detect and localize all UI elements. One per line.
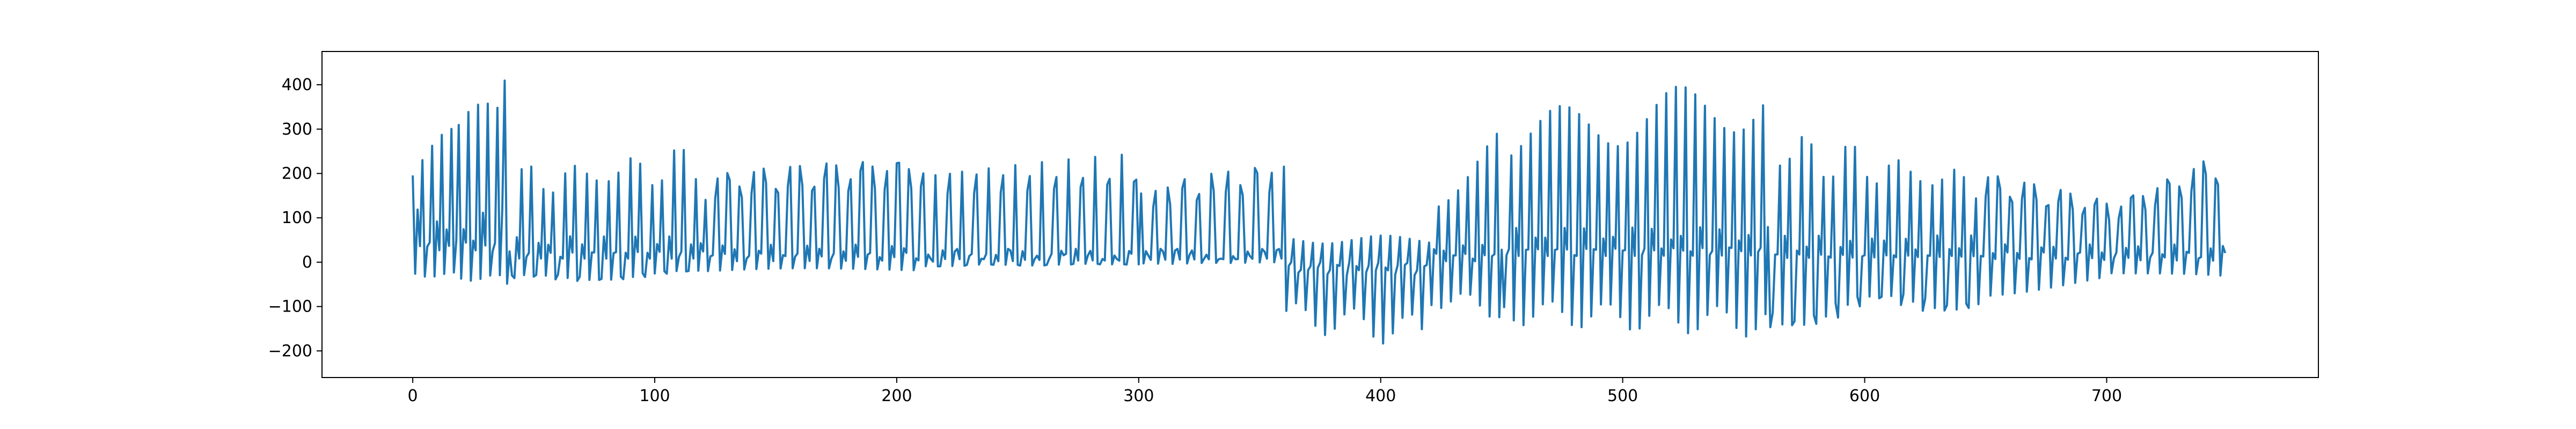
y-axis: −200 −100 0 100 200 300 400 — [268, 76, 322, 360]
x-tick-label: 400 — [1365, 387, 1396, 405]
y-tick-label: 400 — [282, 76, 312, 94]
x-tick-label: 0 — [408, 387, 418, 405]
x-tick-label: 500 — [1607, 387, 1638, 405]
series-line — [412, 79, 2227, 345]
x-tick-label: 600 — [1849, 387, 1880, 405]
y-tick-label: 200 — [282, 164, 312, 183]
y-tick-label: 0 — [302, 253, 312, 272]
plot-area — [322, 51, 2318, 378]
x-tick-label: 700 — [2091, 387, 2122, 405]
x-axis: 0 100 200 300 400 500 600 700 — [408, 378, 2122, 405]
x-tick-label: 200 — [881, 387, 912, 405]
plot-frame — [321, 51, 2319, 378]
y-tick-label: −200 — [268, 342, 312, 360]
y-tick-label: 100 — [282, 209, 312, 227]
series-layer — [412, 79, 2227, 345]
x-tick-label: 100 — [639, 387, 670, 405]
x-tick-label: 300 — [1123, 387, 1154, 405]
y-tick-label: 300 — [282, 120, 312, 139]
y-tick-label: −100 — [268, 298, 312, 316]
